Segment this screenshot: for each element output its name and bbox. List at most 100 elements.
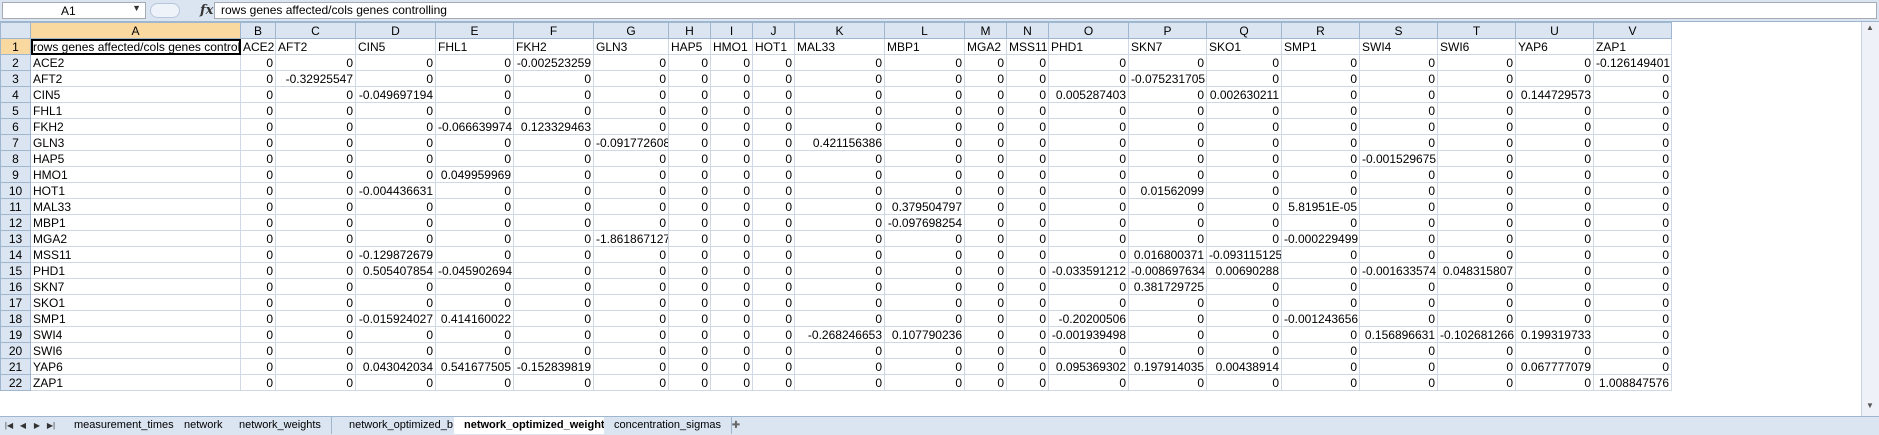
cell[interactable]: HMO1 <box>710 38 753 55</box>
cell[interactable]: 0 <box>513 262 594 279</box>
cell[interactable]: 0 <box>1128 166 1207 183</box>
cell[interactable]: 0 <box>884 166 965 183</box>
cell[interactable]: 0 <box>1006 246 1049 263</box>
cell[interactable]: HMO1 <box>30 166 241 183</box>
cell[interactable]: 0 <box>513 70 594 87</box>
cell[interactable]: MSS11 <box>1006 38 1049 55</box>
cell[interactable]: 0 <box>752 262 795 279</box>
cell[interactable]: 0 <box>1593 262 1672 279</box>
cell[interactable]: 0 <box>435 326 514 343</box>
cell[interactable]: 0 <box>240 118 276 135</box>
cell[interactable]: 0 <box>964 278 1007 295</box>
cell[interactable]: 0 <box>794 230 885 247</box>
cell[interactable]: 0 <box>964 310 1007 327</box>
cell[interactable]: 0 <box>1206 70 1282 87</box>
column-header-Q[interactable]: Q <box>1206 22 1282 39</box>
cell[interactable]: -0.049697194 <box>355 86 436 103</box>
cell[interactable]: 0 <box>752 278 795 295</box>
cell[interactable]: 0 <box>593 198 669 215</box>
cell[interactable]: 0 <box>710 134 753 151</box>
cell[interactable]: 0 <box>710 294 753 311</box>
cell[interactable]: 0.067777079 <box>1515 358 1594 375</box>
cell[interactable]: SKN7 <box>1128 38 1207 55</box>
row-header[interactable]: 3 <box>0 70 31 87</box>
cell[interactable]: 0 <box>593 166 669 183</box>
scroll-down-icon[interactable]: ▼ <box>1866 401 1874 410</box>
cell[interactable]: 0 <box>1206 230 1282 247</box>
cell[interactable]: 0 <box>1281 118 1360 135</box>
cell[interactable]: 0 <box>1515 310 1594 327</box>
cell[interactable]: 0 <box>1437 134 1516 151</box>
cell[interactable]: 0 <box>513 214 594 231</box>
cell[interactable]: 0 <box>240 214 276 231</box>
cell[interactable]: 0 <box>752 326 795 343</box>
cell[interactable]: 0 <box>752 198 795 215</box>
cell[interactable]: 0 <box>513 294 594 311</box>
cell[interactable]: 0 <box>752 230 795 247</box>
cell[interactable]: 0 <box>1515 262 1594 279</box>
cell[interactable]: 0 <box>668 134 711 151</box>
cell[interactable]: 0 <box>593 182 669 199</box>
cell[interactable]: 0 <box>275 198 356 215</box>
cell[interactable]: 0 <box>1206 134 1282 151</box>
cell[interactable]: 0 <box>1359 70 1438 87</box>
cell[interactable]: 0 <box>593 342 669 359</box>
cell[interactable]: 0 <box>593 262 669 279</box>
cell[interactable]: -0.015924027 <box>355 310 436 327</box>
column-header-U[interactable]: U <box>1515 22 1594 39</box>
cell[interactable]: 0 <box>1048 246 1129 263</box>
cell[interactable]: 0 <box>1515 374 1594 391</box>
cell[interactable]: 0 <box>710 278 753 295</box>
cell[interactable]: 0 <box>513 310 594 327</box>
cell[interactable]: 0 <box>435 86 514 103</box>
cell[interactable]: 0 <box>1437 198 1516 215</box>
cell[interactable]: 0 <box>1128 294 1207 311</box>
cell[interactable]: 0 <box>752 102 795 119</box>
cell[interactable]: 0 <box>1437 182 1516 199</box>
cell[interactable]: 0 <box>355 166 436 183</box>
cell[interactable]: 0 <box>240 198 276 215</box>
row-header[interactable]: 1 <box>0 38 31 55</box>
cell[interactable]: 0 <box>240 374 276 391</box>
sheet-tab[interactable]: measurement_times <box>64 417 185 434</box>
cell[interactable]: 0 <box>1048 374 1129 391</box>
cell[interactable]: 0 <box>1048 278 1129 295</box>
cell[interactable]: 0 <box>593 310 669 327</box>
cell[interactable]: 0 <box>794 70 885 87</box>
cell[interactable]: 0 <box>1006 358 1049 375</box>
cell[interactable]: 0 <box>1128 326 1207 343</box>
cell[interactable]: 0 <box>1048 134 1129 151</box>
cell[interactable]: 0 <box>1281 374 1360 391</box>
cell[interactable]: 0 <box>884 278 965 295</box>
cell[interactable]: 0 <box>1006 326 1049 343</box>
cell[interactable]: -1.861867127 <box>593 230 669 247</box>
cell[interactable]: 0 <box>1437 342 1516 359</box>
cell[interactable]: 0 <box>513 166 594 183</box>
sheet-tab[interactable]: network_optimized_b <box>339 417 464 434</box>
cell[interactable]: 0 <box>1006 342 1049 359</box>
cell[interactable]: 0 <box>275 262 356 279</box>
cell[interactable]: 0 <box>1048 214 1129 231</box>
column-header-S[interactable]: S <box>1359 22 1438 39</box>
cell[interactable]: 0 <box>1128 86 1207 103</box>
column-header-C[interactable]: C <box>275 22 356 39</box>
cell[interactable]: 0 <box>668 262 711 279</box>
cell[interactable]: 0 <box>275 294 356 311</box>
cell[interactable]: 0 <box>1281 342 1360 359</box>
cell[interactable]: 0 <box>752 294 795 311</box>
cell[interactable]: 0 <box>1593 278 1672 295</box>
cell[interactable]: 0 <box>240 358 276 375</box>
cell[interactable]: 0 <box>275 214 356 231</box>
cell[interactable]: 0 <box>1048 342 1129 359</box>
cell[interactable]: 0 <box>884 310 965 327</box>
cell[interactable]: SMP1 <box>30 310 241 327</box>
cell[interactable]: 0 <box>593 86 669 103</box>
cell[interactable]: 0 <box>1006 230 1049 247</box>
cell[interactable]: 0 <box>1359 182 1438 199</box>
cell[interactable]: 0 <box>884 102 965 119</box>
cell[interactable]: GLN3 <box>593 38 669 55</box>
row-header[interactable]: 15 <box>0 262 31 279</box>
cell[interactable]: 0 <box>668 166 711 183</box>
cell[interactable]: 0 <box>752 150 795 167</box>
cell[interactable]: 0 <box>964 134 1007 151</box>
